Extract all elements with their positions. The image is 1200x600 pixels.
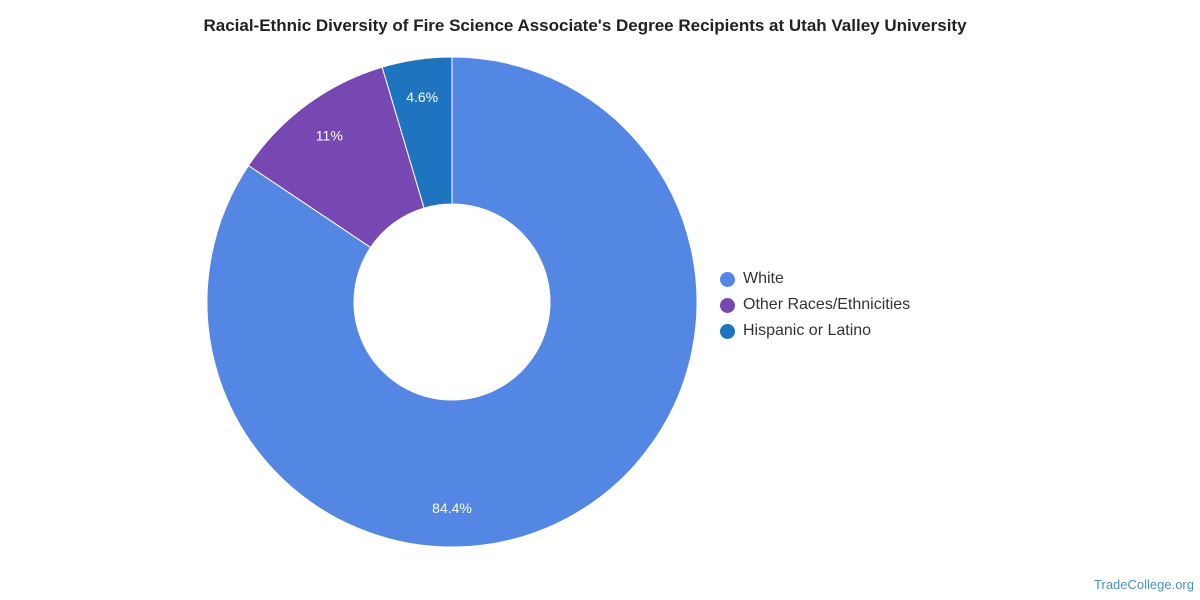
chart-legend: White Other Races/Ethnicities Hispanic or … — [720, 266, 910, 344]
legend-item-other-races-ethnicities[interactable]: Other Races/Ethnicities — [720, 292, 910, 318]
slice-label-hispanic-or-latino: 4.6% — [406, 89, 438, 105]
slice-hispanic-or-latino[interactable] — [381, 56, 453, 209]
legend-swatch — [720, 323, 735, 339]
legend-item-hispanic-or-latino[interactable]: Hispanic or Latino — [720, 318, 910, 344]
slice-label-white: 84.4% — [432, 500, 472, 516]
legend-item-white[interactable]: White — [720, 266, 910, 292]
donut-slices — [206, 56, 698, 548]
slice-label-other-races-ethnicities: 11% — [316, 127, 343, 143]
donut-labels: 84.4% 11% 4.6% — [316, 89, 472, 516]
legend-label: Hispanic or Latino — [743, 322, 872, 339]
slice-white[interactable] — [206, 56, 698, 548]
legend-label: Other Races/Ethnicities — [743, 296, 911, 313]
legend-swatch — [720, 271, 735, 287]
legend-swatch — [720, 297, 735, 313]
legend-label: White — [743, 270, 784, 287]
chart-title: Racial-Ethnic Diversity of Fire Science … — [203, 16, 967, 35]
watermark[interactable]: TradeCollege.org — [1094, 577, 1194, 592]
